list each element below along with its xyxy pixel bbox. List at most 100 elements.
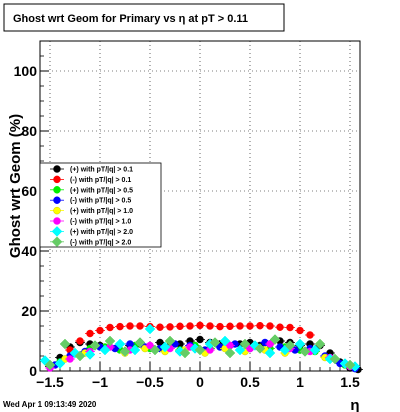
data-point [264, 347, 276, 359]
data-point [179, 347, 191, 359]
legend-entry[interactable]: (+) with pT/|q| > 1.0 [50, 206, 133, 215]
legend-label: (+) with pT/|q| > 1.0 [70, 208, 133, 215]
data-point [266, 322, 274, 330]
data-point [219, 335, 231, 347]
data-point [76, 337, 84, 345]
data-point [196, 321, 204, 330]
data-point [134, 337, 146, 348]
legend-marker [53, 196, 61, 204]
data-point [146, 341, 154, 350]
chart-title: Ghost wrt Geom for Primary vs η at pT > … [13, 13, 248, 25]
data-point [226, 322, 234, 331]
data-point [96, 326, 104, 335]
x-tick-label: 1.5 [340, 374, 360, 390]
data-point [196, 335, 204, 344]
legend-label: (-) with pT/|q| > 2.0 [70, 239, 131, 246]
data-point [104, 335, 116, 347]
data-point [149, 344, 161, 356]
timestamp: Wed Apr 1 09:13:49 2020 [3, 400, 97, 409]
data-point [166, 323, 174, 331]
data-point [44, 359, 56, 371]
data-point [59, 338, 71, 350]
data-marks [39, 321, 363, 374]
data-point [344, 359, 356, 371]
data-point [54, 358, 66, 369]
data-point [256, 321, 264, 330]
data-point [136, 322, 144, 330]
y-tick-label: 80 [21, 123, 37, 139]
data-point [309, 344, 321, 356]
data-point [86, 329, 94, 338]
data-point [306, 331, 314, 339]
data-point [209, 337, 221, 348]
data-point [66, 355, 74, 363]
legend-entry[interactable]: (+) with pT/|q| > 0.5 [50, 186, 133, 194]
data-point [159, 341, 171, 353]
legend-label: (+) with pT/|q| > 0.5 [70, 187, 133, 194]
data-point [216, 322, 224, 331]
legend-label: (-) with pT/|q| > 1.0 [70, 219, 131, 226]
ticks: −1.5 −1 −0.5 0 0.5 1 1.5 0 20 40 60 80 100 [14, 40, 360, 390]
data-point [84, 349, 96, 360]
data-point [114, 338, 126, 350]
y-tick-label: 20 [21, 303, 37, 319]
data-point [129, 344, 141, 356]
legend-marker [53, 175, 61, 184]
legend[interactable]: (+) with pT/|q| > 0.1 (-) with pT/|q| > 0… [39, 162, 162, 248]
data-point [119, 346, 131, 357]
legend-label: (-) with pT/|q| > 0.1 [70, 177, 131, 184]
data-point [116, 322, 124, 331]
legend-label: (-) with pT/|q| > 0.5 [70, 198, 131, 205]
series-8 [44, 334, 356, 371]
y-tick-label: 0 [29, 363, 37, 379]
data-point [89, 340, 101, 351]
x-tick-label: −1.5 [36, 374, 64, 390]
legend-marker [51, 236, 63, 248]
legend-marker [53, 206, 61, 215]
data-point [126, 322, 134, 330]
y-axis-title: Ghost wrt Geom (%) [7, 114, 24, 258]
legend-marker [53, 217, 61, 225]
data-point [186, 322, 194, 330]
data-point [269, 334, 281, 345]
data-point [246, 322, 254, 330]
data-point [99, 344, 111, 356]
x-tick-label: −0.5 [136, 374, 164, 390]
legend-entry[interactable]: (+) with pT/|q| > 0.1 [50, 165, 133, 174]
data-point [234, 344, 246, 356]
legend-entry[interactable]: (-) with pT/|q| > 0.5 [50, 196, 131, 205]
data-point [144, 323, 156, 335]
legend-label: (+) with pT/|q| > 2.0 [70, 229, 133, 236]
legend-entry[interactable]: (-) with pT/|q| > 0.1 [50, 175, 131, 184]
data-point [106, 323, 114, 332]
data-point [236, 322, 244, 330]
legend-label: (+) with pT/|q| > 0.1 [70, 167, 133, 174]
legend-entry[interactable]: (-) with pT/|q| > 2.0 [50, 236, 131, 248]
x-tick-label: −1 [92, 374, 108, 390]
data-point [254, 343, 266, 354]
data-point [224, 347, 236, 359]
legend-entry[interactable]: (+) with pT/|q| > 2.0 [50, 226, 133, 237]
data-point [296, 326, 304, 335]
data-point [314, 338, 326, 350]
data-point [74, 350, 86, 362]
grid [40, 41, 360, 371]
data-point [239, 338, 251, 350]
y-tick-label: 60 [21, 183, 37, 199]
legend-marker [53, 165, 61, 173]
y-tick-label: 100 [14, 63, 38, 79]
data-point [284, 340, 296, 351]
data-point [164, 335, 176, 347]
data-point [329, 353, 341, 365]
data-point [194, 344, 206, 356]
data-point [294, 338, 306, 350]
legend-entry[interactable]: (-) with pT/|q| > 1.0 [50, 217, 131, 226]
data-point [156, 323, 164, 331]
legend-marker [51, 226, 63, 237]
x-axis-title: η [350, 397, 359, 412]
data-point [286, 323, 294, 332]
x-tick-label: 0 [196, 374, 204, 390]
data-point [299, 346, 311, 357]
legend-marker [53, 186, 61, 194]
